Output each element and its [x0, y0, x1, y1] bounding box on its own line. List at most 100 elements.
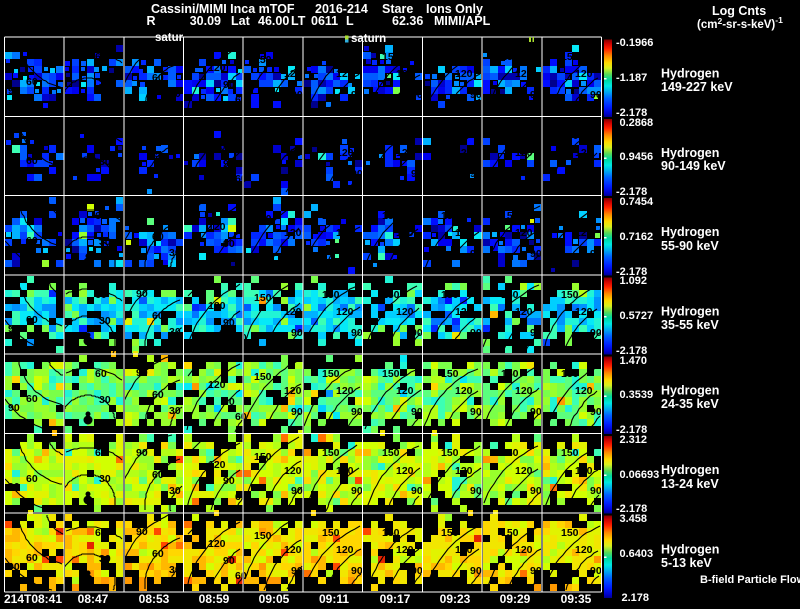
svg-text:120: 120: [284, 385, 302, 397]
svg-text:B-field Particle Flow: B-field Particle Flow: [700, 574, 800, 586]
svg-text:1.470: 1.470: [620, 355, 648, 367]
svg-text:120: 120: [396, 465, 414, 477]
svg-text:120: 120: [336, 306, 354, 318]
svg-text:90: 90: [470, 89, 482, 101]
svg-text:13-24 keV: 13-24 keV: [661, 477, 719, 491]
svg-text:90: 90: [8, 85, 20, 97]
svg-text:120: 120: [575, 544, 593, 556]
svg-text:24-35 keV: 24-35 keV: [661, 397, 719, 411]
svg-text:90: 90: [590, 89, 602, 101]
svg-text:09:17: 09:17: [380, 592, 411, 606]
svg-text:90: 90: [470, 248, 482, 260]
svg-text:Hydrogen: Hydrogen: [661, 67, 719, 81]
svg-text:150: 150: [382, 130, 400, 142]
svg-text:150: 150: [322, 210, 340, 222]
svg-text:60: 60: [26, 155, 38, 167]
svg-text:150: 150: [322, 368, 340, 380]
svg-text:60: 60: [235, 94, 247, 106]
svg-text:150: 150: [561, 51, 579, 63]
svg-text:08:53: 08:53: [139, 592, 170, 606]
svg-text:150: 150: [254, 133, 272, 145]
svg-text:1.092: 1.092: [620, 275, 648, 287]
svg-text:150: 150: [441, 51, 459, 63]
svg-text:150: 150: [254, 371, 272, 383]
svg-text:90: 90: [223, 475, 235, 487]
svg-text:-0.1966: -0.1966: [616, 37, 653, 49]
svg-text:Lat: Lat: [231, 14, 251, 28]
svg-text:90: 90: [291, 565, 303, 577]
svg-text:60: 60: [152, 310, 164, 322]
svg-text:90: 90: [223, 79, 235, 91]
svg-text:30: 30: [169, 485, 181, 497]
svg-text:30: 30: [169, 247, 181, 259]
svg-text:30: 30: [99, 394, 111, 406]
svg-text:60: 60: [152, 469, 164, 481]
svg-text:90: 90: [530, 168, 542, 180]
svg-text:90: 90: [136, 526, 148, 538]
svg-text:90: 90: [136, 447, 148, 459]
svg-text:150: 150: [322, 447, 340, 459]
svg-text:120: 120: [455, 544, 473, 556]
svg-text:90-149 keV: 90-149 keV: [661, 159, 726, 173]
svg-text:-2.178: -2.178: [616, 107, 647, 119]
svg-text:90: 90: [411, 485, 423, 497]
svg-text:120: 120: [336, 227, 354, 239]
svg-text:MIMI/APL: MIMI/APL: [434, 14, 491, 28]
svg-text:Hydrogen: Hydrogen: [661, 463, 719, 477]
svg-text:0.9456: 0.9456: [620, 151, 654, 163]
svg-text:satur: satur: [155, 32, 184, 44]
svg-text:150: 150: [382, 210, 400, 222]
svg-text:2.178: 2.178: [622, 592, 650, 604]
svg-text:30.09: 30.09: [190, 14, 221, 28]
svg-text:150: 150: [254, 54, 272, 66]
svg-text:09:35: 09:35: [561, 592, 592, 606]
svg-text:120: 120: [336, 544, 354, 556]
svg-text:120: 120: [208, 141, 226, 153]
svg-text:09:05: 09:05: [259, 592, 290, 606]
svg-text:60: 60: [235, 570, 247, 582]
svg-text:90: 90: [590, 565, 602, 577]
svg-text:90: 90: [291, 168, 303, 180]
svg-text:60: 60: [95, 527, 107, 539]
svg-text:90: 90: [470, 168, 482, 180]
svg-text:0.6403: 0.6403: [620, 548, 654, 560]
svg-text:120: 120: [455, 68, 473, 80]
svg-text:30: 30: [99, 553, 111, 565]
svg-text:60: 60: [235, 253, 247, 265]
svg-text:90: 90: [470, 485, 482, 497]
svg-text:120: 120: [455, 385, 473, 397]
svg-text:120: 120: [284, 147, 302, 159]
svg-text:60: 60: [95, 130, 107, 142]
svg-text:Hydrogen: Hydrogen: [661, 146, 719, 160]
svg-text:150: 150: [322, 130, 340, 142]
svg-text:120: 120: [515, 544, 533, 556]
svg-text:150: 150: [501, 447, 519, 459]
svg-text:60: 60: [26, 473, 38, 485]
svg-text:90: 90: [530, 248, 542, 260]
svg-text:150: 150: [501, 289, 519, 301]
svg-text:90: 90: [8, 164, 20, 176]
svg-text:150: 150: [561, 130, 579, 142]
svg-text:90: 90: [136, 367, 148, 379]
svg-text:120: 120: [575, 227, 593, 239]
svg-text:120: 120: [208, 538, 226, 550]
svg-text:90: 90: [411, 327, 423, 339]
svg-text:saturn: saturn: [351, 33, 386, 45]
svg-text:120: 120: [515, 465, 533, 477]
svg-text:0.5727: 0.5727: [620, 310, 654, 322]
svg-text:60: 60: [26, 314, 38, 326]
svg-text:09:29: 09:29: [500, 592, 531, 606]
svg-text:60: 60: [26, 552, 38, 564]
svg-text:30: 30: [169, 405, 181, 417]
svg-text:120: 120: [575, 465, 593, 477]
svg-text:60: 60: [95, 368, 107, 380]
svg-text:2016-214: 2016-214: [315, 2, 368, 16]
svg-text:60: 60: [95, 289, 107, 301]
svg-text:120: 120: [284, 306, 302, 318]
svg-text:0.7162: 0.7162: [620, 231, 654, 243]
svg-text:150: 150: [322, 527, 340, 539]
svg-text:150: 150: [322, 51, 340, 63]
svg-text:90: 90: [470, 406, 482, 418]
svg-text:120: 120: [455, 147, 473, 159]
svg-text:90: 90: [530, 89, 542, 101]
